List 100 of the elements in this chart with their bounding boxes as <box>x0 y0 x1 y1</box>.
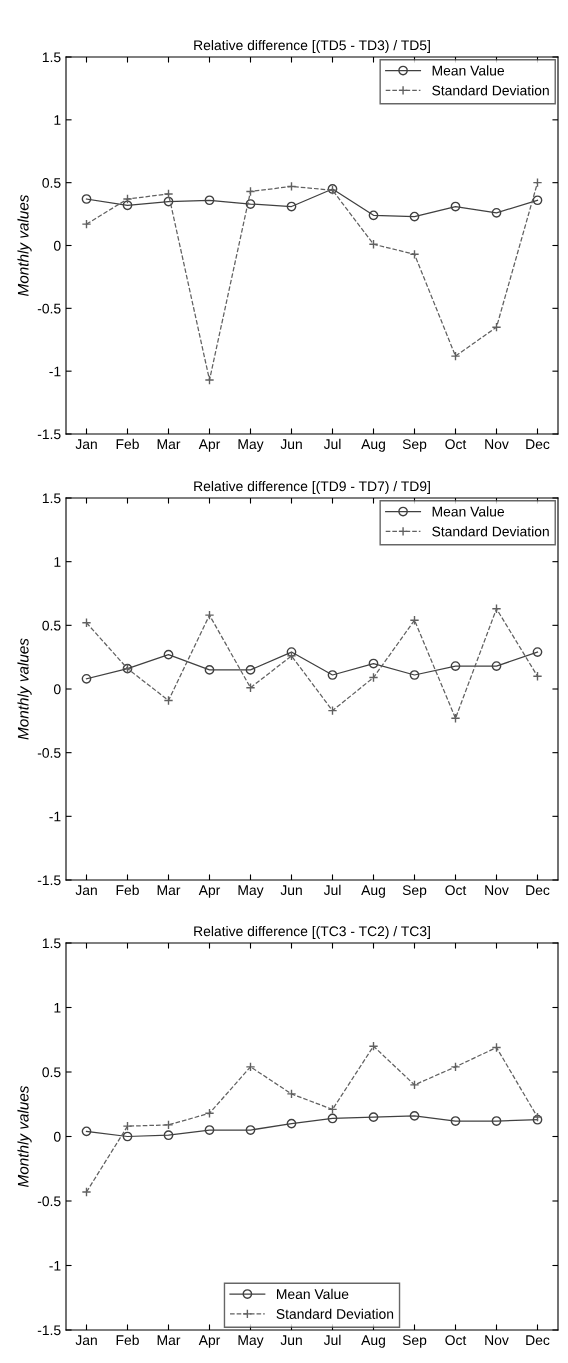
y-tick-label: 0 <box>53 240 61 251</box>
point <box>163 196 174 207</box>
x-tick-label: Dec <box>526 439 550 450</box>
point <box>163 1130 174 1141</box>
point <box>450 351 461 361</box>
y-tick-label: 1.5 <box>42 52 61 63</box>
point <box>409 1110 420 1121</box>
point <box>245 1125 256 1135</box>
y-axis-title: Monthly values <box>17 638 32 740</box>
point <box>532 195 543 206</box>
point <box>368 1112 379 1123</box>
point <box>163 1120 174 1130</box>
legend-label: Mean Value <box>432 506 505 517</box>
legend-label: Standard Deviation <box>432 526 549 537</box>
point <box>450 1061 461 1072</box>
y-tick-label: 1 <box>54 557 61 567</box>
y-tick-label: 1.5 <box>42 938 61 949</box>
point <box>81 1187 92 1197</box>
point <box>122 194 133 204</box>
x-tick-label: Jan <box>75 1335 97 1346</box>
y-tick-label: -1.5 <box>37 429 61 440</box>
x-tick-label: Nov <box>485 439 509 450</box>
x-tick-label: Feb <box>116 1334 139 1346</box>
point <box>491 322 502 333</box>
point <box>286 1118 297 1129</box>
point <box>450 661 461 671</box>
point <box>245 199 256 209</box>
point <box>491 1116 502 1126</box>
y-tick-label: 0 <box>53 684 61 695</box>
point <box>163 649 174 660</box>
point <box>245 1061 256 1072</box>
x-tick-label: Apr <box>198 885 221 898</box>
x-tick-label: Sep <box>402 885 427 898</box>
point <box>450 1116 461 1126</box>
y-axis-title: Monthly values <box>17 1085 32 1187</box>
point <box>409 211 420 222</box>
point <box>204 665 215 675</box>
point <box>327 1113 338 1124</box>
x-tick-label: Oct <box>445 439 467 450</box>
y-tick-label: 0.5 <box>42 1067 61 1078</box>
x-tick-label: Aug <box>361 439 385 452</box>
y-tick-label: 1.5 <box>42 493 61 504</box>
x-tick-label: May <box>238 885 264 898</box>
point <box>122 1131 133 1142</box>
chart-title: Relative difference [(TD5 - TD3) / TD5] <box>194 39 430 53</box>
x-tick-label: Aug <box>361 885 385 898</box>
legend-label: Mean Value <box>276 1288 349 1300</box>
x-tick-label: Sep <box>402 1335 427 1348</box>
point <box>286 1089 297 1099</box>
x-tick-label: Feb <box>116 438 139 450</box>
legend-label: Standard Deviation <box>276 1308 394 1319</box>
x-tick-label: Jun <box>280 439 302 450</box>
x-tick-label: Jul <box>323 438 341 450</box>
y-tick-label: -0.5 <box>37 1196 61 1207</box>
point <box>163 189 174 199</box>
x-tick-label: Oct <box>445 1335 467 1346</box>
x-tick-label: Jul <box>323 1334 341 1346</box>
x-tick-label: Jun <box>280 885 302 896</box>
x-tick-label: Jun <box>280 1335 302 1346</box>
y-tick-label: -1 <box>49 366 61 377</box>
point <box>409 1080 420 1090</box>
x-tick-label: Jan <box>75 885 97 896</box>
legend-label: Standard Deviation <box>432 85 549 96</box>
x-tick-label: Feb <box>116 884 139 896</box>
point <box>81 1126 92 1137</box>
y-tick-label: -0.5 <box>37 748 61 758</box>
x-tick-label: May <box>238 1335 264 1348</box>
x-tick-label: Mar <box>157 885 181 896</box>
y-tick-label: 0 <box>53 1131 61 1142</box>
y-axis-title: Monthly values <box>17 194 32 296</box>
x-tick-label: Nov <box>485 1335 509 1346</box>
y-tick-label: 0.5 <box>42 178 61 188</box>
x-tick-label: Dec <box>526 885 550 896</box>
point <box>81 219 92 229</box>
y-tick-label: 1 <box>54 1002 61 1013</box>
point <box>409 670 420 680</box>
point <box>491 207 502 218</box>
point <box>81 673 92 684</box>
point <box>491 661 502 671</box>
x-tick-label: Jul <box>323 884 341 896</box>
point <box>122 1121 133 1132</box>
x-tick-label: Jan <box>75 439 97 450</box>
point <box>245 665 256 675</box>
x-tick-label: Mar <box>157 439 181 450</box>
point <box>532 647 543 657</box>
x-tick-label: Apr <box>198 1335 221 1348</box>
point <box>450 201 461 212</box>
point <box>368 210 379 221</box>
x-tick-label: Nov <box>485 885 509 896</box>
y-tick-label: -1 <box>49 1260 61 1271</box>
y-tick-label: -0.5 <box>37 303 61 314</box>
legend-label: Mean Value <box>432 65 505 76</box>
point <box>204 610 215 621</box>
x-tick-label: Aug <box>361 1335 385 1348</box>
point <box>286 201 297 212</box>
point <box>204 375 215 385</box>
point <box>204 1125 215 1135</box>
point <box>368 658 379 669</box>
y-tick-label: -1.5 <box>37 1325 61 1336</box>
x-tick-label: May <box>238 439 264 452</box>
